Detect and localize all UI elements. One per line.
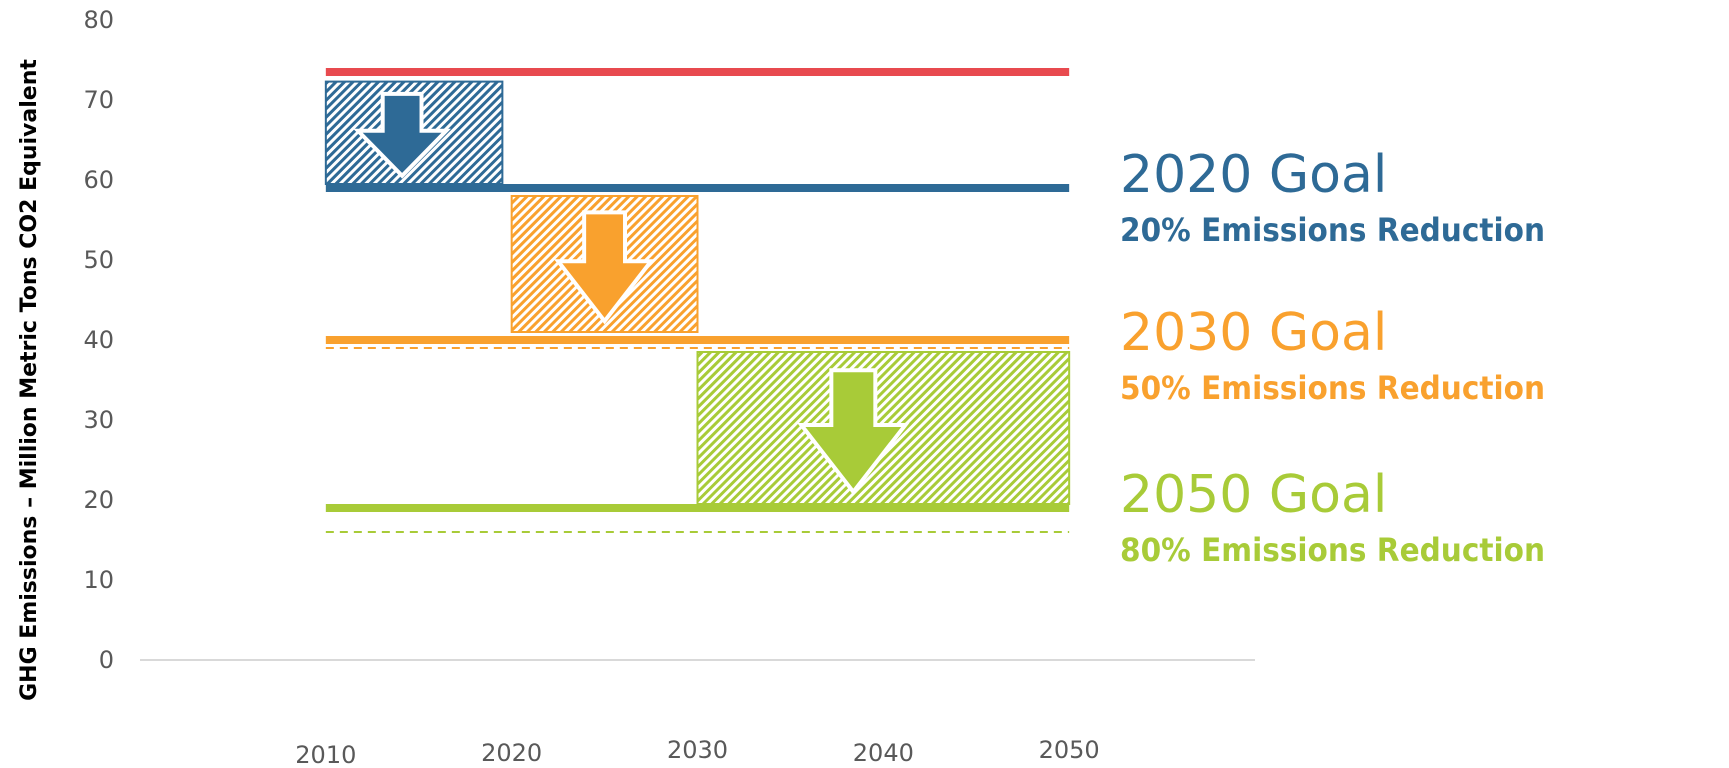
x-tick-label: 2030: [667, 736, 728, 764]
y-tick-label: 20: [83, 486, 114, 514]
arrow-down-icon: [353, 91, 451, 179]
y-axis-ticks: 0 10 20 30 40 50 60 70 80: [83, 6, 114, 674]
y-tick-label: 50: [83, 246, 114, 274]
y-tick-label: 30: [83, 406, 114, 434]
arrow-down-icon: [554, 210, 656, 325]
y-tick-label: 80: [83, 6, 114, 34]
arrow-down-icon: [797, 368, 910, 496]
chart-marks: [324, 68, 1071, 533]
x-tick-label: 2020: [481, 739, 542, 767]
goal-2-subtitle: 80% Emissions Reduction: [1120, 531, 1545, 569]
x-axis-ticks: 2010 2020 2030 2040 2050: [295, 736, 1099, 768]
goal-0-title: 2020 Goal: [1120, 145, 1387, 205]
y-tick-label: 60: [83, 166, 114, 194]
x-tick-label: 2040: [853, 739, 914, 767]
y-tick-label: 10: [83, 566, 114, 594]
y-tick-label: 40: [83, 326, 114, 354]
y-tick-label: 0: [99, 646, 114, 674]
x-tick-label: 2050: [1039, 736, 1100, 764]
goal-labels: 2020 Goal 20% Emissions Reduction 2030 Goa…: [1120, 145, 1545, 569]
x-tick-label: 2010: [295, 741, 356, 768]
y-tick-label: 70: [83, 86, 114, 114]
y-axis-label: GHG Emissions – Million Metric Tons CO2 …: [17, 59, 42, 701]
goal-0-subtitle: 20% Emissions Reduction: [1120, 211, 1545, 249]
goal-2-title: 2050 Goal: [1120, 465, 1387, 525]
goal-1-subtitle: 50% Emissions Reduction: [1120, 369, 1545, 407]
goal-1-title: 2030 Goal: [1120, 303, 1387, 363]
